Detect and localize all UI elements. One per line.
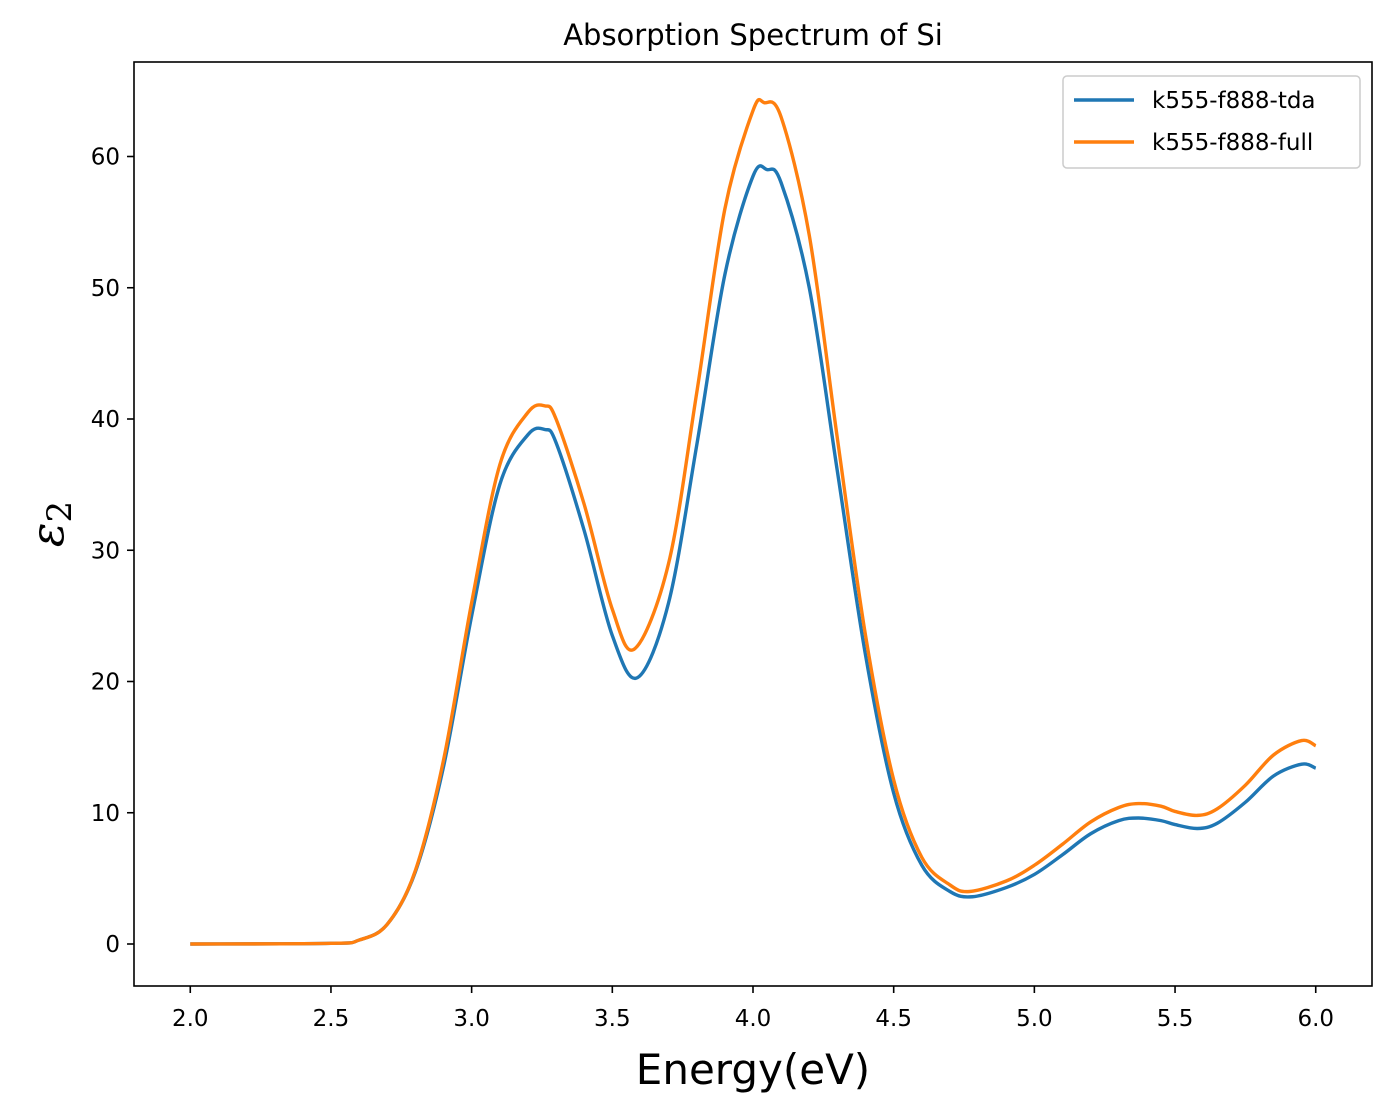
legend: k555-f888-tda k555-f888-full: [1062, 75, 1361, 169]
series-layer: [190, 97, 1317, 946]
y-tick-label: 0: [105, 932, 120, 958]
x-tick-label: 4.0: [735, 1006, 772, 1032]
legend-frame: [1062, 75, 1361, 169]
y-tick-label: 10: [91, 801, 120, 827]
x-tick-label: 5.0: [1016, 1006, 1053, 1032]
plot-area: [133, 61, 1373, 987]
series-line-k555-f888-full: [190, 97, 1317, 946]
chart-title: Absorption Spectrum of Si: [563, 18, 943, 52]
y-tick-label: 40: [91, 407, 120, 433]
y-axis-label-symbol: ε: [20, 522, 74, 547]
x-tick-label: 6.0: [1297, 1006, 1334, 1032]
x-axis: 2.0 2.5 3.0 3.5 4.0 4.5 5.0 5.5 6.0: [172, 986, 1334, 1032]
legend-label-tda: k555-f888-tda: [1152, 88, 1316, 114]
y-tick-label: 20: [91, 670, 120, 696]
axes-frame: [133, 61, 1373, 987]
legend-label-full: k555-f888-full: [1152, 130, 1313, 156]
x-tick-label: 3.5: [594, 1006, 631, 1032]
x-tick-label: 3.0: [453, 1006, 490, 1032]
x-tick-label: 5.5: [1157, 1006, 1194, 1032]
x-tick-label: 2.5: [313, 1006, 350, 1032]
y-axis-label: ε2: [20, 501, 80, 547]
y-tick-label: 60: [91, 145, 120, 171]
y-axis: 0 10 20 30 40 50 60: [91, 145, 134, 958]
y-axis-label-subscript: 2: [40, 501, 80, 523]
x-tick-label: 2.0: [172, 1006, 209, 1032]
y-tick-label: 50: [91, 276, 120, 302]
y-tick-label: 30: [91, 538, 120, 564]
x-axis-label: Energy(eV): [636, 1045, 870, 1094]
series-line-k555-f888-tda: [190, 164, 1317, 946]
x-tick-label: 4.5: [875, 1006, 912, 1032]
